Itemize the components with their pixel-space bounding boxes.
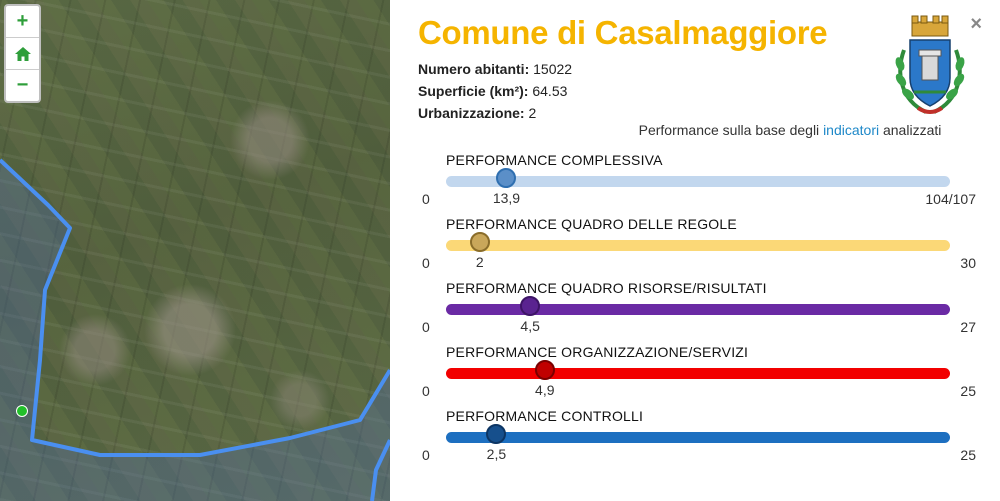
performance-slider: PERFORMANCE QUADRO DELLE REGOLE 2 0 30 [422, 216, 976, 280]
performance-title: PERFORMANCE COMPLESSIVA [446, 152, 663, 168]
performance-max: 25 [960, 447, 976, 463]
location-marker[interactable] [16, 405, 28, 417]
performance-slider: PERFORMANCE QUADRO RISORSE/RISULTATI 4,5 0… [422, 280, 976, 344]
municipality-info: Numero abitanti: 15022 Superficie (km²):… [418, 58, 572, 124]
performance-min: 0 [422, 255, 430, 271]
home-button[interactable] [6, 38, 39, 70]
performance-value: 2 [475, 254, 484, 270]
performance-track[interactable] [446, 240, 950, 251]
zoom-in-button[interactable]: + [6, 6, 39, 38]
performance-min: 0 [422, 191, 430, 207]
population-value: 15022 [533, 61, 573, 77]
satellite-map[interactable]: + − [0, 0, 390, 501]
zoom-control: + − [4, 4, 41, 103]
performance-title: PERFORMANCE QUADRO RISORSE/RISULTATI [446, 280, 767, 296]
home-icon [14, 46, 31, 61]
performance-max: 30 [960, 255, 976, 271]
performance-max: 27 [960, 319, 976, 335]
info-panel: Comune di Casalmaggiore × Numero abitant… [390, 0, 1000, 501]
performance-value: 4,5 [520, 318, 540, 334]
performance-slider: PERFORMANCE CONTROLLI 2,5 0 25 [422, 408, 976, 472]
population-row: Numero abitanti: 15022 [418, 58, 572, 80]
performance-value: 4,9 [535, 382, 555, 398]
performance-track[interactable] [446, 176, 950, 187]
area-label: Superficie (km²): [418, 83, 529, 99]
performance-knob[interactable] [534, 360, 555, 380]
performance-max: 104/107 [925, 191, 976, 207]
performance-value: 2,5 [486, 446, 507, 462]
performance-track[interactable] [446, 304, 950, 315]
performance-knob[interactable] [469, 232, 490, 252]
performance-slider: PERFORMANCE COMPLESSIVA 13,9 0 104/107 [422, 152, 976, 216]
urbanization-label: Urbanizzazione: [418, 105, 525, 121]
page-title: Comune di Casalmaggiore [418, 14, 828, 51]
performance-title: PERFORMANCE QUADRO DELLE REGOLE [446, 216, 737, 232]
municipality-boundary [0, 158, 390, 501]
performance-max: 25 [960, 383, 976, 399]
area-row: Superficie (km²): 64.53 [418, 80, 572, 102]
performance-knob[interactable] [496, 168, 517, 188]
performance-title: PERFORMANCE CONTROLLI [446, 408, 644, 424]
performance-title: PERFORMANCE ORGANIZZAZIONE/SERVIZI [446, 344, 749, 360]
performance-min: 0 [422, 447, 430, 463]
performance-knob[interactable] [520, 296, 541, 316]
performance-min: 0 [422, 383, 430, 399]
zoom-out-button[interactable]: − [16, 74, 29, 96]
performance-slider: PERFORMANCE ORGANIZZAZIONE/SERVIZI 4,9 0 25 [422, 344, 976, 408]
close-button[interactable]: × [970, 13, 982, 35]
area-value: 64.53 [532, 83, 568, 99]
note-suffix: analizzati [882, 122, 942, 138]
note-prefix: Performance sulla base degli [638, 122, 820, 138]
performance-note: Performance sulla base degli indicatori … [390, 122, 1000, 138]
performance-min: 0 [422, 319, 430, 335]
indicators-link[interactable]: indicatori [823, 122, 880, 138]
population-label: Numero abitanti: [418, 61, 530, 77]
performance-value: 13,9 [492, 190, 521, 206]
performance-track[interactable] [446, 368, 950, 379]
urbanization-row: Urbanizzazione: 2 [418, 102, 572, 124]
performance-knob[interactable] [486, 424, 507, 444]
performance-track[interactable] [446, 432, 950, 443]
coat-of-arms-icon [895, 15, 965, 114]
urbanization-value: 2 [528, 105, 537, 121]
